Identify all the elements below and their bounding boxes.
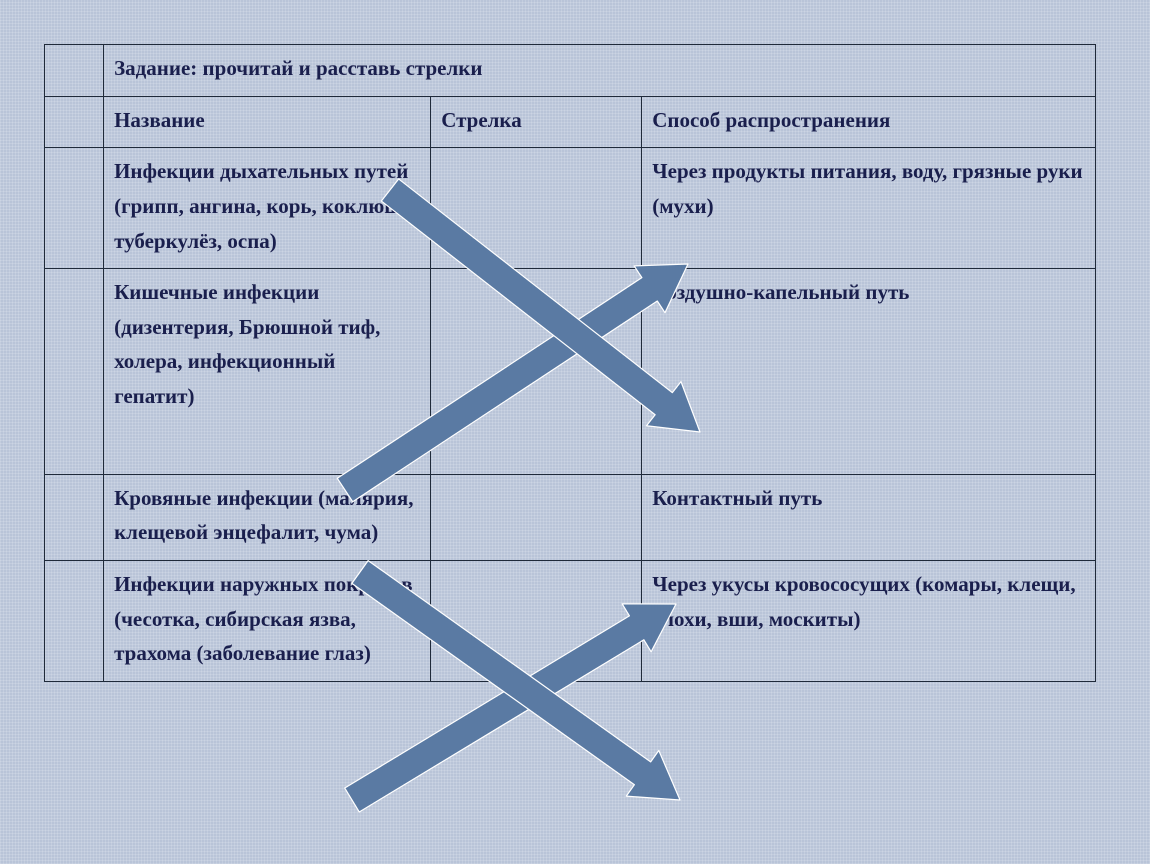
cell-arrow — [431, 561, 642, 682]
cell-name: Кровяные инфекции (малярия, клещевой энц… — [104, 474, 431, 560]
cell-method: Контактный путь — [642, 474, 1096, 560]
cell-arrow — [431, 474, 642, 560]
cell-name: Инфекции дыхательных путей (грипп, ангин… — [104, 148, 431, 269]
title-row: Задание: прочитай и расставь стрелки — [45, 45, 1096, 97]
table-row: Кишечные инфекции (дизентерия, Брюшной т… — [45, 269, 1096, 475]
table-row: Кровяные инфекции (малярия, клещевой энц… — [45, 474, 1096, 560]
header-method: Способ распространения — [642, 96, 1096, 148]
cell-method: Воздушно-капельный путь — [642, 269, 1096, 475]
cell-method: Через укусы кровососущих (комары, клещи,… — [642, 561, 1096, 682]
cell-arrow — [431, 269, 642, 475]
table-row: Инфекции дыхательных путей (грипп, ангин… — [45, 148, 1096, 269]
cell-name: Инфекции наружных покровов (чесотка, сиб… — [104, 561, 431, 682]
cell-arrow — [431, 148, 642, 269]
header-name: Название — [104, 96, 431, 148]
table-title: Задание: прочитай и расставь стрелки — [104, 45, 1096, 97]
cell-name: Кишечные инфекции (дизентерия, Брюшной т… — [104, 269, 431, 475]
header-row: Название Стрелка Способ распространения — [45, 96, 1096, 148]
table-row: Инфекции наружных покровов (чесотка, сиб… — [45, 561, 1096, 682]
header-arrow: Стрелка — [431, 96, 642, 148]
matching-table: Задание: прочитай и расставь стрелки Наз… — [44, 44, 1096, 682]
cell-method: Через продукты питания, воду, грязные ру… — [642, 148, 1096, 269]
